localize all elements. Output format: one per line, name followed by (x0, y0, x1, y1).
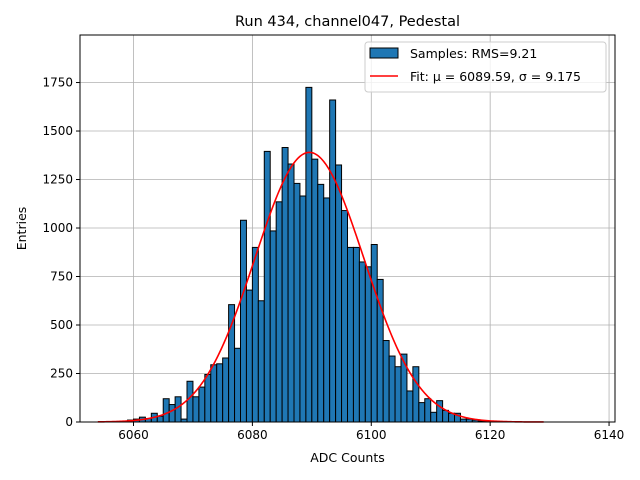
histogram-bar (329, 99, 337, 423)
histogram-bar (216, 363, 224, 423)
y-tick-label: 0 (65, 415, 73, 429)
histogram-bar (347, 246, 354, 423)
histogram-bar (210, 364, 218, 423)
histogram-bar (323, 197, 331, 423)
histogram-bar (335, 164, 343, 423)
histogram-bar (287, 163, 295, 423)
histogram-bar (257, 300, 265, 423)
x-tick-label: 6120 (475, 428, 506, 442)
histogram-bar (382, 340, 390, 423)
y-tick-label: 500 (50, 318, 73, 332)
histogram-bar (394, 366, 402, 423)
histogram-bar (174, 396, 182, 423)
histogram-bar (204, 373, 212, 423)
x-axis-label: ADC Counts (310, 450, 385, 465)
histogram-bar (442, 409, 450, 423)
y-tick-label: 250 (50, 367, 73, 381)
histogram-bar (406, 390, 414, 423)
histogram-bar (341, 210, 348, 423)
histogram-bar (424, 398, 432, 423)
chart-title: Run 434, channel047, Pedestal (235, 14, 460, 30)
histogram-bar (198, 386, 206, 423)
histogram-bar (234, 347, 242, 423)
legend-label-samples: Samples: RMS=9.21 (410, 46, 537, 61)
histogram-bar (192, 396, 200, 423)
y-tick-label: 1750 (42, 76, 73, 90)
histogram-bar (358, 261, 366, 423)
histogram-bar (352, 246, 360, 423)
histogram-bar (430, 411, 438, 423)
histogram-bar (388, 355, 396, 423)
y-axis-label: Entries (14, 207, 29, 251)
histogram-bar (168, 404, 176, 423)
y-tick-label: 750 (50, 270, 73, 284)
x-tick-label: 6100 (356, 428, 387, 442)
x-tick-label: 6060 (118, 428, 149, 442)
histogram-bar (412, 366, 420, 423)
histogram-bar (245, 289, 253, 423)
y-tick-label: 1500 (42, 124, 73, 138)
x-tick-label: 6140 (594, 428, 625, 442)
histogram-bar (222, 357, 230, 423)
histogram-bar (299, 195, 307, 423)
x-tick-label: 6080 (237, 428, 268, 442)
histogram-bar (228, 304, 236, 423)
y-tick-label: 1000 (42, 221, 73, 235)
legend-swatch-samples (369, 47, 399, 59)
histogram-bar (370, 244, 378, 423)
y-axis-ticks: 0 250 500 750 1000 1250 1500 1750 (42, 76, 80, 429)
legend-box (364, 41, 607, 93)
histogram-bar (317, 183, 325, 423)
histogram-bar (263, 150, 271, 423)
legend: Samples: RMS=9.21 Fit: μ = 6089.59, σ = … (364, 41, 607, 93)
gaussian-fit-line (97, 151, 544, 423)
histogram-bar (364, 266, 372, 423)
y-tick-label: 1250 (42, 173, 73, 187)
histogram-bars (121, 86, 497, 423)
x-axis-ticks: 6060 6080 6100 6120 6140 (118, 422, 624, 442)
histogram-bar (418, 402, 426, 423)
histogram-bar (251, 246, 259, 423)
gaussian-fit-curve (97, 151, 544, 423)
histogram-bar (436, 400, 444, 423)
histogram-bar (305, 86, 313, 423)
legend-label-fit: Fit: μ = 6089.59, σ = 9.175 (410, 69, 581, 84)
histogram-bar (240, 219, 247, 423)
histogram-bar (186, 380, 194, 423)
histogram-bar (162, 398, 170, 423)
histogram-bar (293, 182, 301, 423)
histogram-bar (311, 158, 319, 423)
histogram-bar (275, 201, 283, 423)
histogram-bar (281, 147, 289, 423)
histogram-bar (269, 230, 277, 423)
